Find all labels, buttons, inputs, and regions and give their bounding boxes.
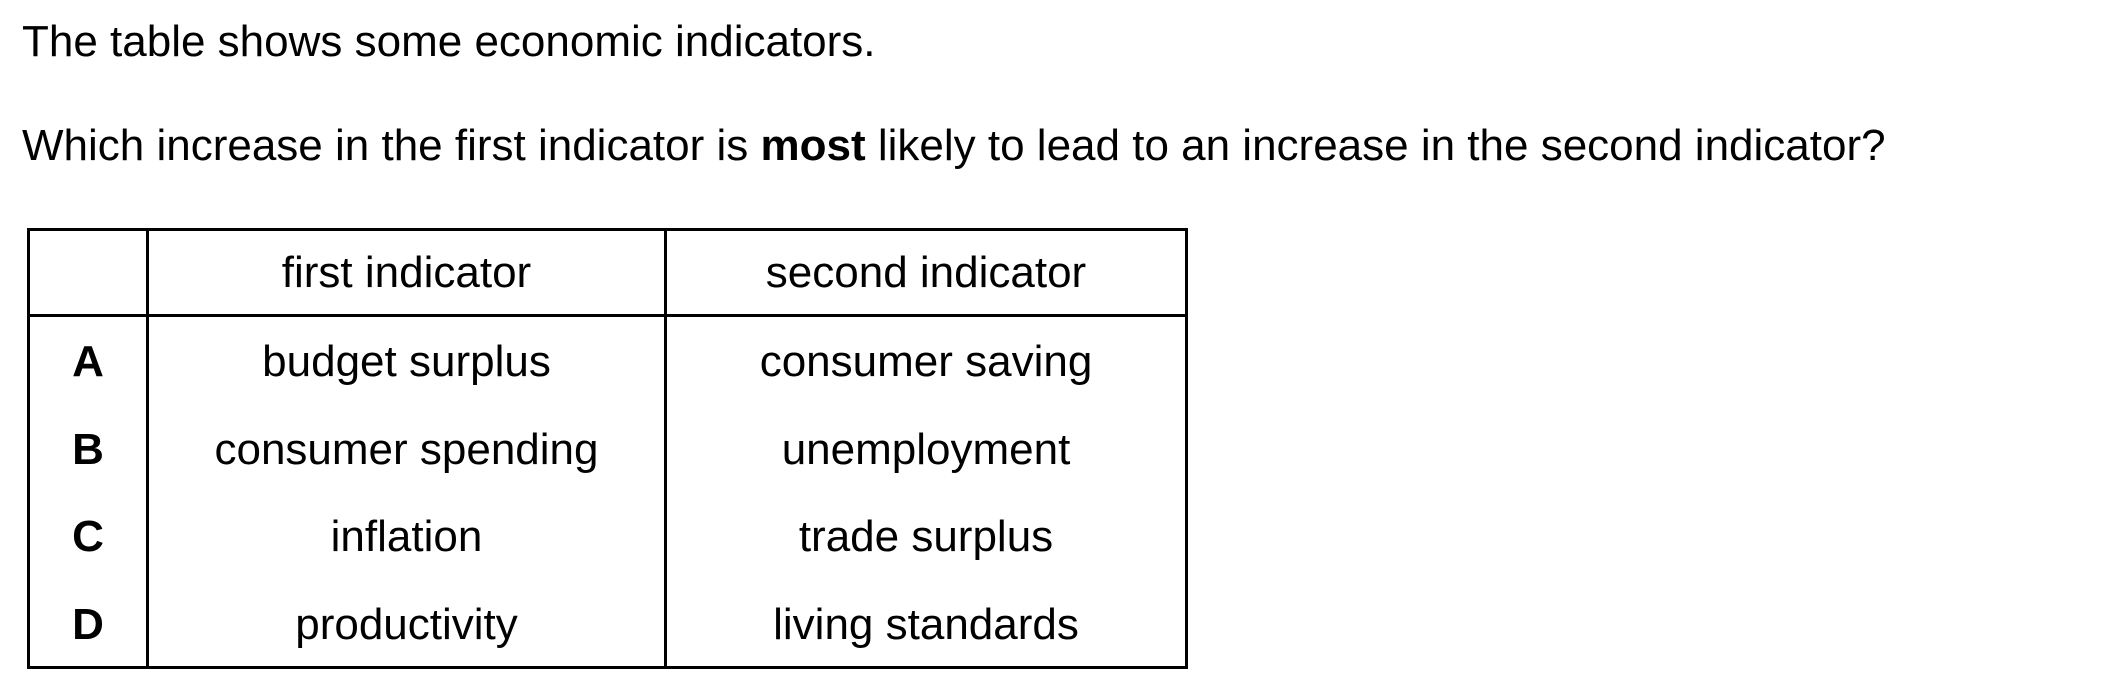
column-divider	[664, 231, 667, 666]
intro-text: The table shows some economic indicators…	[22, 17, 876, 66]
first-indicator-cell: inflation	[330, 512, 483, 561]
column-divider	[146, 231, 149, 666]
question-text-start: Which increase in the first indicator is	[22, 121, 761, 170]
first-indicator-cell: budget surplus	[262, 337, 551, 386]
header-cell-first-indicator: first indicator	[281, 247, 532, 297]
option-letter: D	[72, 600, 104, 649]
header-divider	[30, 314, 1185, 317]
option-letter: C	[72, 512, 104, 561]
header-cell-option	[30, 231, 146, 314]
option-letter: B	[72, 425, 104, 474]
indicator-table: first indicator second indicator A budge…	[27, 228, 1188, 669]
question-text-end: likely to lead to an increase in the sec…	[865, 121, 1886, 170]
header-cell-second-indicator: second indicator	[765, 247, 1087, 297]
first-indicator-cell: productivity	[295, 600, 518, 649]
second-indicator-cell: trade surplus	[798, 512, 1054, 561]
question-emphasis: most	[760, 121, 866, 170]
question-text: Which increase in the first indicator is…	[22, 118, 1886, 174]
second-indicator-cell: living standards	[773, 600, 1079, 649]
first-indicator-cell: consumer spending	[214, 425, 599, 474]
second-indicator-cell: consumer saving	[759, 337, 1093, 386]
second-indicator-cell: unemployment	[781, 425, 1071, 474]
option-letter: A	[72, 337, 104, 386]
